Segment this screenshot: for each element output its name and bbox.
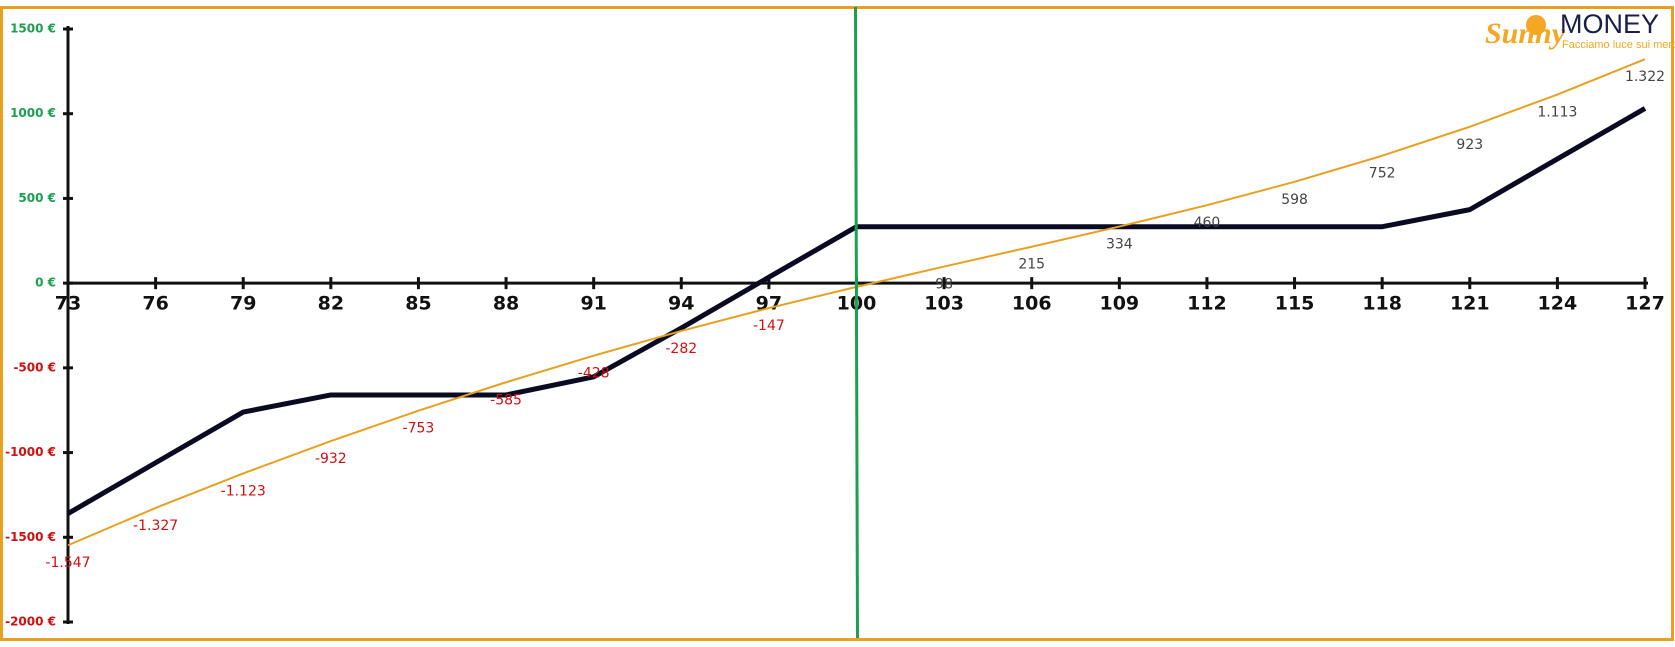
y-tick-label: -1000 € — [5, 445, 56, 459]
value-label: 460 — [1194, 215, 1221, 231]
x-tick-label: 82 — [318, 293, 344, 315]
x-tick-label: 88 — [493, 293, 519, 315]
logo-brand: Sunny — [1485, 17, 1566, 50]
frame — [0, 6, 1674, 641]
x-tick-label: 85 — [405, 293, 431, 315]
x-tick-label: 91 — [580, 293, 606, 315]
x-tick-label: 76 — [142, 293, 168, 315]
y-tick-label: 0 € — [35, 276, 56, 290]
x-tick-label: 106 — [1012, 293, 1052, 315]
logo-sun — [1526, 15, 1546, 35]
logo: Sunny MONEY Facciamo luce sui mercati — [1485, 9, 1675, 51]
value-label: 334 — [1106, 237, 1133, 253]
value-label: -1.123 — [221, 483, 266, 499]
y-tick-label: 1500 € — [10, 22, 56, 36]
value-label: 1.113 — [1537, 105, 1577, 121]
value-label: 215 — [1018, 257, 1045, 273]
x-tick-label: 115 — [1275, 293, 1315, 315]
reference-line — [854, 6, 859, 639]
x-tick-label: 112 — [1187, 293, 1227, 315]
value-label: -1.547 — [45, 555, 90, 571]
logo-tagline: Facciamo luce sui mercati — [1562, 39, 1675, 51]
x-tick-label: 79 — [230, 293, 256, 315]
y-tick-label: 500 € — [18, 191, 56, 205]
y-tick-label: -2000 € — [5, 615, 56, 629]
value-label: 752 — [1369, 166, 1396, 182]
value-label: -585 — [490, 392, 522, 408]
y-tick-label: -1500 € — [5, 530, 56, 544]
x-tick-label: 109 — [1099, 293, 1139, 315]
x-tick-label: 124 — [1538, 293, 1578, 315]
value-label: -147 — [753, 318, 785, 334]
x-tick-label: 121 — [1450, 293, 1490, 315]
value-label: 923 — [1456, 137, 1483, 153]
value-label: 1.322 — [1625, 69, 1665, 85]
x-tick-label: 73 — [55, 293, 81, 315]
value-label: 98 — [935, 277, 953, 293]
value-label: -753 — [403, 421, 435, 437]
value-label: -282 — [665, 341, 697, 357]
x-tick-label: 94 — [668, 293, 694, 315]
value-label: -428 — [578, 366, 610, 382]
y-tick-label: 1000 € — [10, 106, 56, 120]
x-tick-label: 118 — [1362, 293, 1402, 315]
y-tick-label: -500 € — [13, 360, 56, 374]
value-label: -1.327 — [133, 518, 178, 534]
logo-brand: MONEY — [1560, 9, 1659, 39]
x-tick-label: 127 — [1625, 293, 1665, 315]
value-label: -932 — [315, 451, 347, 467]
x-tick-label: 103 — [924, 293, 964, 315]
value-label: 598 — [1281, 192, 1308, 208]
